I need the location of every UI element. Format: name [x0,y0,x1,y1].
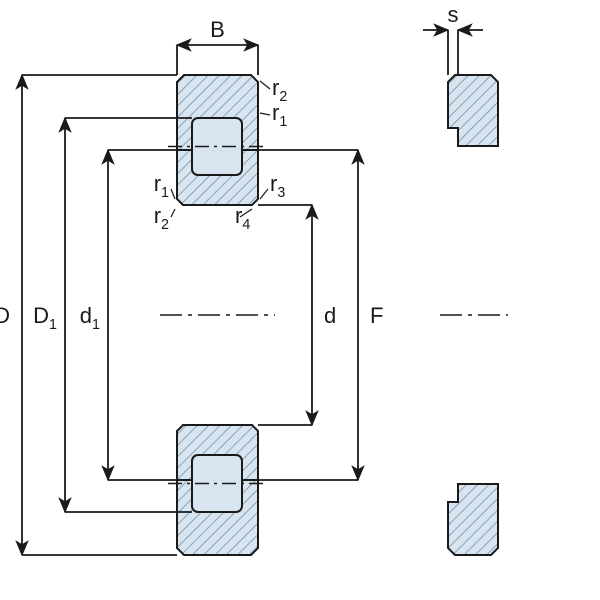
outer-ring-only-top [448,75,498,146]
svg-text:s: s [448,2,459,27]
svg-text:d1: d1 [80,303,100,333]
svg-text:D: D [0,303,10,328]
svg-text:r3: r3 [270,171,285,201]
svg-text:D1: D1 [33,303,57,333]
svg-text:d: d [324,303,336,328]
svg-text:r2: r2 [154,203,169,233]
svg-text:F: F [370,303,383,328]
bearing-diagram: DD1d1dFBsr2r1r1r2r3r4 [0,0,600,600]
svg-text:B: B [210,17,225,42]
outer-ring-only-bottom [448,484,498,555]
svg-text:r1: r1 [154,171,169,201]
svg-text:r4: r4 [235,203,250,233]
